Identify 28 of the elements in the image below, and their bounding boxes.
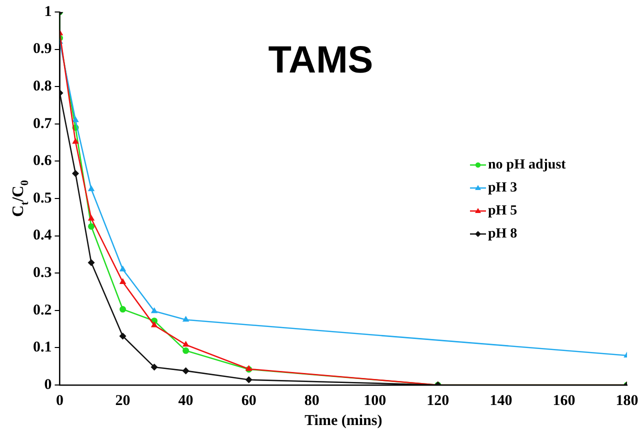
y-tick-label: 0.5 <box>33 190 52 206</box>
y-tick-label: 0.8 <box>33 78 52 94</box>
y-tick-label: 1 <box>44 4 52 20</box>
y-tick-label: 0 <box>44 376 52 393</box>
y-tick-label: 0.6 <box>33 153 52 170</box>
y-tick-label: 0.9 <box>33 41 52 58</box>
x-tick-label: 40 <box>178 392 194 409</box>
legend-label: pH 5 <box>488 204 518 219</box>
y-tick-label: 0.7 <box>33 116 52 132</box>
x-tick-label: 0 <box>56 392 64 409</box>
x-tick-label: 100 <box>364 392 386 409</box>
x-tick-label: 80 <box>304 392 320 409</box>
x-tick-label: 140 <box>490 392 512 409</box>
y-tick-label: 0.1 <box>33 340 52 356</box>
y-axis-title: Ct/C0 <box>10 180 31 217</box>
legend-label: pH 8 <box>488 226 518 242</box>
x-tick-label: 60 <box>241 392 256 409</box>
x-tick-label: 20 <box>115 392 130 409</box>
y-tick-label: 0.2 <box>33 302 52 318</box>
legend-label: pH 3 <box>488 180 518 196</box>
legend-label: no pH adjust <box>488 158 566 173</box>
x-tick-label: 180 <box>616 392 638 409</box>
x-axis-title: Time (mins) <box>304 412 382 429</box>
x-tick-label: 120 <box>426 392 450 409</box>
text: TAMS <box>268 39 374 82</box>
x-tick-label: 160 <box>552 392 576 409</box>
y-tick-label: 0.4 <box>33 228 52 244</box>
y-tick-label: 0.3 <box>33 264 52 281</box>
